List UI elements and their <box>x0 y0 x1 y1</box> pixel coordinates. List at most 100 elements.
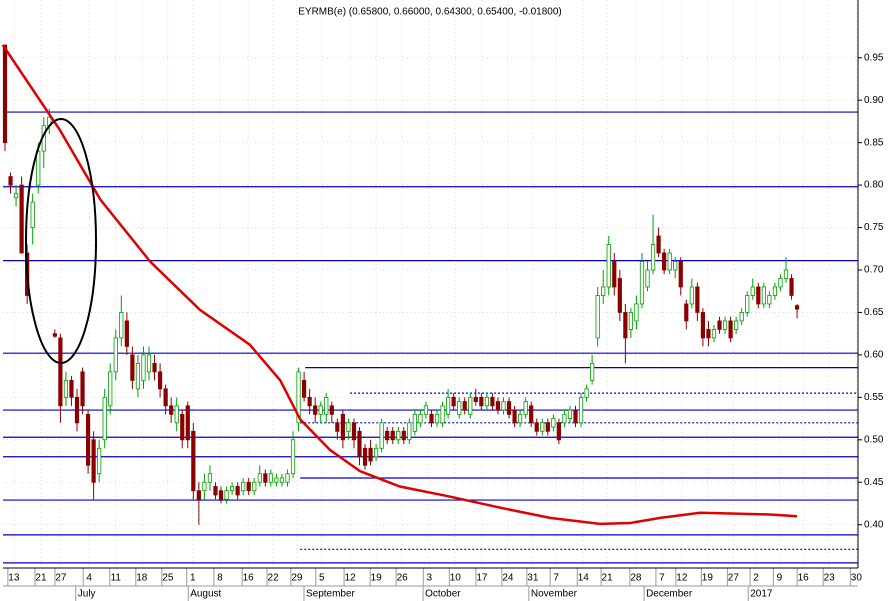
candle-body <box>63 379 69 398</box>
candle-body <box>673 261 678 271</box>
candle-body <box>290 439 296 475</box>
y-tick-label: 0.50 <box>864 434 884 445</box>
candle-body <box>429 413 434 424</box>
x-tick-label: 12 <box>345 573 357 584</box>
candle-body <box>213 486 218 496</box>
x-tick-label: 23 <box>824 573 836 584</box>
y-tick-label: 0.60 <box>864 350 884 361</box>
x-tick-label: 21 <box>602 573 614 584</box>
month-label: November <box>531 589 578 600</box>
y-tick-label: 0.85 <box>864 137 884 148</box>
candle-body <box>573 409 578 424</box>
y-tick-label: 0.80 <box>864 180 884 191</box>
candle-body <box>446 396 451 415</box>
candle-body <box>196 490 201 500</box>
candle-body <box>2 44 8 144</box>
candle-body <box>8 176 13 186</box>
candle-body <box>612 261 617 288</box>
y-tick-label: 0.95 <box>864 52 884 63</box>
candle-body <box>169 405 174 415</box>
x-tick-label: 27 <box>55 573 67 584</box>
candle-body <box>717 320 722 330</box>
y-tick-label: 0.55 <box>864 392 884 403</box>
candle-body <box>19 184 24 254</box>
x-tick-label: 14 <box>578 573 590 584</box>
candle-body <box>36 150 41 186</box>
month-label: October <box>425 589 461 600</box>
candle-body <box>772 286 778 296</box>
candle-body <box>257 473 262 483</box>
candle-body <box>523 401 528 415</box>
candle-body <box>124 320 129 347</box>
candle-body <box>479 396 484 407</box>
month-label: December <box>646 589 693 600</box>
candle-body <box>407 422 412 441</box>
marks <box>1 44 800 526</box>
candle-body <box>13 193 19 199</box>
candle-body <box>390 430 395 441</box>
candle-body <box>423 405 429 415</box>
candle-body <box>512 409 517 424</box>
candle-body <box>584 388 589 398</box>
candle-body <box>379 422 384 449</box>
candle-body <box>235 486 240 496</box>
candle-body <box>368 447 373 462</box>
candle-body <box>578 396 584 424</box>
candle-body <box>418 413 423 424</box>
candle-body <box>80 371 85 407</box>
candle-body <box>734 320 739 330</box>
candle-body <box>30 201 35 228</box>
x-tick-label: 28 <box>630 573 642 584</box>
candle-body <box>722 320 728 330</box>
candle-body <box>617 278 622 313</box>
candle-body <box>473 396 478 402</box>
candle-body <box>750 286 755 296</box>
candle-body <box>667 252 672 271</box>
month-label: September <box>306 589 356 600</box>
chart-title: EYRMB(e) (0.65800, 0.66000, 0.64300, 0.6… <box>298 7 562 18</box>
x-tick-label: 25 <box>162 573 174 584</box>
candle-body <box>174 405 179 424</box>
levels <box>3 111 858 564</box>
candle-body <box>141 354 146 381</box>
candle-body <box>656 235 661 254</box>
candle-body <box>91 439 96 483</box>
candle-body <box>794 305 800 310</box>
candle-body <box>706 329 711 339</box>
y-tick-label: 0.90 <box>864 95 884 106</box>
x-tick-label: 5 <box>319 573 325 584</box>
x-tick-label: 9 <box>777 573 783 584</box>
candle-body <box>146 354 152 373</box>
x-tick-label: 12 <box>676 573 688 584</box>
candle-body <box>545 422 550 432</box>
candle-body <box>678 261 683 288</box>
candle-body <box>506 401 512 415</box>
x-tick-label: 27 <box>728 573 740 584</box>
candle-body <box>662 252 667 271</box>
candle-body <box>739 312 744 322</box>
y-tick-label: 0.70 <box>864 265 884 276</box>
candle-body <box>462 401 467 411</box>
candle-body <box>601 286 606 296</box>
x-tick-label: 7 <box>659 573 665 584</box>
candle-body <box>324 396 329 415</box>
candle-body <box>97 447 102 475</box>
candle-body <box>335 422 340 432</box>
candle-body <box>307 396 312 407</box>
candle-body <box>296 371 301 424</box>
candle-body <box>556 422 561 441</box>
x-tick-label: 8 <box>217 573 223 584</box>
candle-body <box>346 422 351 432</box>
candle-body <box>163 388 168 407</box>
candle-body <box>241 481 246 492</box>
candle-body <box>285 473 290 483</box>
candle-body <box>728 320 733 339</box>
candle-body <box>113 337 118 373</box>
candle-body <box>279 477 285 483</box>
candle-body <box>69 379 74 398</box>
candle-body <box>108 371 113 407</box>
candle-body <box>351 422 357 441</box>
candle-body <box>185 405 190 441</box>
candle-body <box>501 401 506 411</box>
candle-body <box>684 303 689 322</box>
